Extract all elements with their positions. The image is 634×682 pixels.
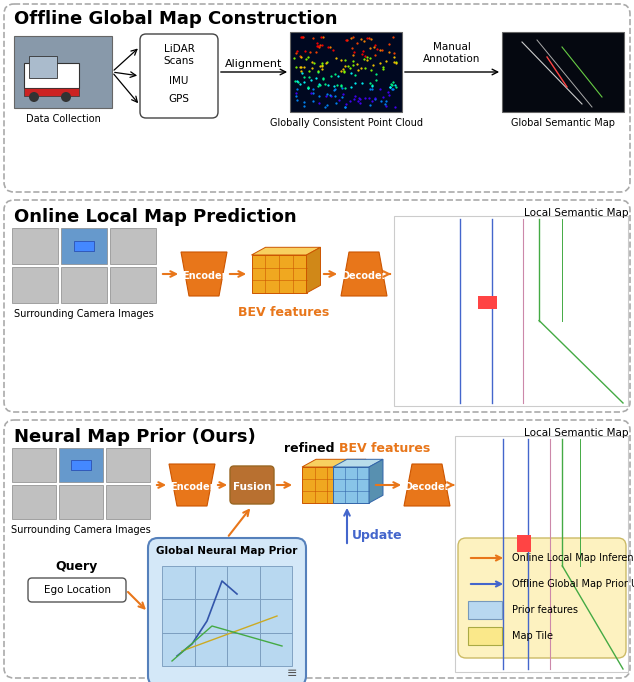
Bar [252, 255, 306, 293]
Bar [333, 467, 369, 503]
Bar [455, 436, 628, 672]
Text: LiDAR: LiDAR [164, 44, 195, 54]
Bar [195, 633, 227, 666]
Polygon shape [333, 459, 383, 467]
Circle shape [61, 92, 71, 102]
Text: Local Semantic Map: Local Semantic Map [524, 208, 628, 218]
Text: IMU: IMU [169, 76, 189, 86]
Bar [71, 460, 91, 470]
Polygon shape [341, 252, 387, 296]
Text: Global Neural Map Prior: Global Neural Map Prior [157, 546, 298, 556]
FancyBboxPatch shape [148, 538, 306, 682]
Bar [61, 228, 107, 264]
Bar [259, 633, 292, 666]
Polygon shape [181, 252, 227, 296]
Bar [502, 32, 624, 112]
Text: Online Local Map Prediction: Online Local Map Prediction [14, 208, 297, 226]
Text: Decoder: Decoder [341, 271, 387, 281]
Bar [478, 296, 497, 309]
Text: Encoder: Encoder [170, 482, 214, 492]
Polygon shape [252, 248, 321, 255]
Bar [259, 566, 292, 599]
Bar [290, 32, 402, 112]
Text: Local Semantic Map: Local Semantic Map [524, 428, 628, 438]
Bar [12, 267, 58, 303]
FancyBboxPatch shape [4, 4, 630, 192]
FancyBboxPatch shape [140, 34, 218, 118]
Text: Fusion: Fusion [233, 482, 271, 492]
Text: refined: refined [284, 443, 339, 456]
Text: Manual
Annotation: Manual Annotation [424, 42, 481, 64]
Text: Data Collection: Data Collection [25, 114, 100, 124]
Polygon shape [169, 464, 215, 506]
Bar [259, 599, 292, 633]
Text: Neural Map Prior (Ours): Neural Map Prior (Ours) [14, 428, 256, 446]
Bar [162, 566, 195, 599]
FancyBboxPatch shape [458, 538, 626, 658]
Polygon shape [306, 248, 321, 293]
Bar [227, 566, 259, 599]
Bar [162, 633, 195, 666]
Bar [61, 267, 107, 303]
Bar [227, 633, 259, 666]
Text: Global Semantic Map: Global Semantic Map [511, 118, 615, 128]
Polygon shape [352, 459, 366, 503]
Bar [59, 448, 103, 482]
Bar [12, 228, 58, 264]
Text: ≡: ≡ [287, 667, 297, 680]
Bar [14, 36, 112, 108]
Bar [227, 599, 259, 633]
Text: BEV features: BEV features [238, 306, 330, 319]
Bar [394, 216, 628, 406]
FancyBboxPatch shape [4, 420, 630, 678]
Text: Scans: Scans [164, 56, 195, 66]
Text: GPS: GPS [169, 94, 190, 104]
Bar [59, 485, 103, 519]
Text: Surrounding Camera Images: Surrounding Camera Images [11, 525, 151, 535]
Text: Alignment: Alignment [225, 59, 283, 69]
Circle shape [29, 92, 39, 102]
Bar [195, 599, 227, 633]
Bar [106, 485, 150, 519]
Bar [517, 535, 531, 552]
Bar [24, 88, 79, 96]
FancyBboxPatch shape [28, 578, 126, 602]
Text: Update: Update [352, 529, 403, 542]
Text: Offline Global Map Construction: Offline Global Map Construction [14, 10, 337, 28]
Text: Online Local Map Inference: Online Local Map Inference [512, 553, 634, 563]
Text: Prior features: Prior features [512, 605, 578, 615]
Bar [74, 241, 94, 251]
Bar [110, 228, 156, 264]
Bar [110, 267, 156, 303]
Text: Map Tile: Map Tile [512, 631, 553, 641]
FancyBboxPatch shape [230, 466, 274, 504]
Text: Surrounding Camera Images: Surrounding Camera Images [14, 309, 154, 319]
Text: Offline Global Map Prior Update: Offline Global Map Prior Update [512, 579, 634, 589]
Bar [468, 601, 502, 619]
Bar [468, 627, 502, 645]
Polygon shape [302, 459, 366, 467]
Bar [162, 599, 195, 633]
Bar [12, 485, 56, 519]
Bar [29, 56, 57, 78]
Bar [12, 448, 56, 482]
Bar [302, 467, 352, 503]
Text: Ego Location: Ego Location [44, 585, 110, 595]
Text: Decoder: Decoder [404, 482, 450, 492]
Bar [195, 566, 227, 599]
Bar [24, 63, 79, 88]
Text: Globally Consistent Point Cloud: Globally Consistent Point Cloud [269, 118, 422, 128]
Polygon shape [404, 464, 450, 506]
Text: Encoder: Encoder [182, 271, 226, 281]
Text: BEV features: BEV features [339, 443, 430, 456]
Polygon shape [369, 459, 383, 503]
FancyBboxPatch shape [4, 200, 630, 412]
Text: Query: Query [56, 560, 98, 573]
Bar [106, 448, 150, 482]
